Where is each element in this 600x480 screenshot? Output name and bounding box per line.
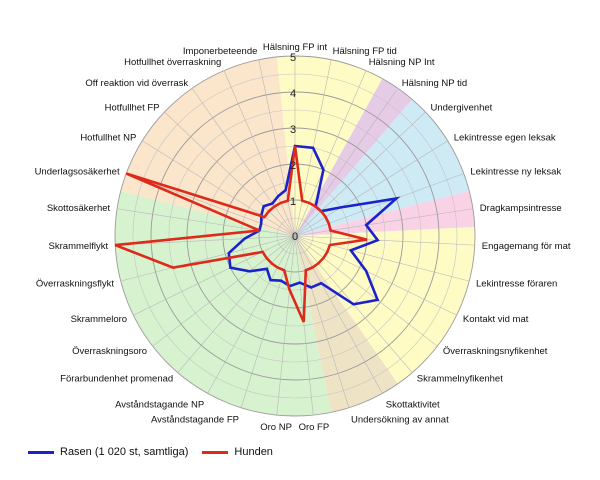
grid-spoke <box>133 235 296 316</box>
axis-label: Förarbundenhet promenad <box>60 373 173 384</box>
grid-spoke <box>294 173 464 237</box>
axis-label: Skrammelflykt <box>49 241 109 252</box>
grid-spoke <box>294 88 399 237</box>
grid-spoke <box>294 111 426 237</box>
axis-label: Överraskningsoro <box>72 346 147 357</box>
grid-spoke <box>294 235 457 316</box>
axis-label: Skottaktivitet <box>386 400 440 411</box>
axis-label: Avståndstagande NP <box>115 400 204 411</box>
axis-label: Underlagsosäkerhet <box>35 167 120 178</box>
sector-band-7 <box>120 56 295 236</box>
tick-labels: 0 1 2 3 4 5 <box>290 52 298 243</box>
grid-spoke <box>115 235 296 246</box>
axis-label: Lekintresse föraren <box>476 278 557 289</box>
grid-spoke <box>294 235 314 416</box>
tick-label: 5 <box>290 52 296 64</box>
axis-label: Engagemang för mat <box>482 241 571 252</box>
sector-band-1 <box>295 78 413 236</box>
grid-spoke <box>126 173 296 237</box>
grid <box>114 55 476 417</box>
sector-band-5 <box>295 236 398 413</box>
grid-spoke <box>294 235 438 347</box>
legend: Rasen (1 020 st, samtliga) Hunden <box>28 446 273 458</box>
grid-spoke <box>258 59 296 237</box>
axis-label: Skrammeloro <box>71 314 128 325</box>
grid-spoke <box>223 70 296 237</box>
axis-label: Hotfullhet överraskning <box>124 57 221 68</box>
sector-band-6 <box>115 190 332 416</box>
grid-spoke <box>294 235 383 394</box>
axis-label: Hälsning NP Int <box>369 57 435 68</box>
axis-label: Hälsning FP tid <box>333 46 397 57</box>
axis-label: Lekintresse ny leksak <box>470 167 561 178</box>
series-group <box>114 144 401 323</box>
axis-label: Undersökning av annat <box>351 414 449 425</box>
axis-label: Hotfullhet FP <box>105 103 160 114</box>
grid-spoke <box>294 235 350 408</box>
tick-label: 4 <box>290 88 296 100</box>
axis-label: Skrammelnyfikenhet <box>417 373 503 384</box>
grid-spoke <box>142 140 296 237</box>
legend-swatch-hunden <box>202 450 229 454</box>
tick-label: 3 <box>290 124 296 136</box>
grid-spoke <box>207 235 296 394</box>
sector-band-2 <box>295 99 470 236</box>
grid-spoke <box>294 140 448 237</box>
axis-label: Hälsning FP int <box>263 42 328 53</box>
axis-label: Överraskningsnyfikenhet <box>443 346 548 357</box>
legend-swatch-rasen <box>28 450 54 454</box>
axis-label: Hälsning NP tid <box>402 78 467 89</box>
grid-spoke <box>294 70 367 237</box>
axis-label: Oro FP <box>299 422 330 433</box>
grid-spoke <box>240 235 296 408</box>
axis-label: Överraskningsflykt <box>36 278 114 289</box>
grid-spoke <box>191 88 296 237</box>
series-line-hunden <box>114 145 368 323</box>
legend-label-hunden: Hunden <box>234 446 273 458</box>
axis-label: Skottosäkerhet <box>47 203 111 214</box>
axis-label: Kontakt vid mat <box>463 314 529 325</box>
sector-band-3 <box>295 190 475 236</box>
grid-spoke <box>294 208 473 237</box>
legend-item-hunden: Hunden <box>202 446 273 458</box>
axis-label: Off reaktion vid överrask <box>85 78 188 89</box>
axis-label: Lekintresse egen leksak <box>454 133 556 144</box>
grid-spoke <box>276 235 296 416</box>
grid-spoke <box>294 235 470 282</box>
grid-spoke <box>120 235 296 282</box>
axis-label: Undergivenhet <box>431 103 493 114</box>
legend-label-rasen: Rasen (1 020 st, samtliga) <box>60 446 189 458</box>
legend-item-rasen: Rasen (1 020 st, samtliga) <box>28 446 188 458</box>
tick-label: 1 <box>290 196 296 208</box>
grid-spoke <box>152 235 296 347</box>
axis-label: Dragkampsintresse <box>480 203 562 214</box>
axis-label: Imponerbeteende <box>183 46 257 57</box>
tick-label: 0 <box>292 231 298 243</box>
axis-label: Hotfullhet NP <box>80 133 136 144</box>
axis-label: Oro NP <box>260 422 292 433</box>
grid-spoke <box>294 235 475 246</box>
tick-label: 2 <box>290 160 296 172</box>
grid-spoke <box>177 235 296 373</box>
sector-band-0 <box>276 56 383 237</box>
axis-label: Avståndstagande FP <box>151 414 239 425</box>
grid-spoke <box>164 111 296 237</box>
grid-spoke <box>117 208 296 237</box>
